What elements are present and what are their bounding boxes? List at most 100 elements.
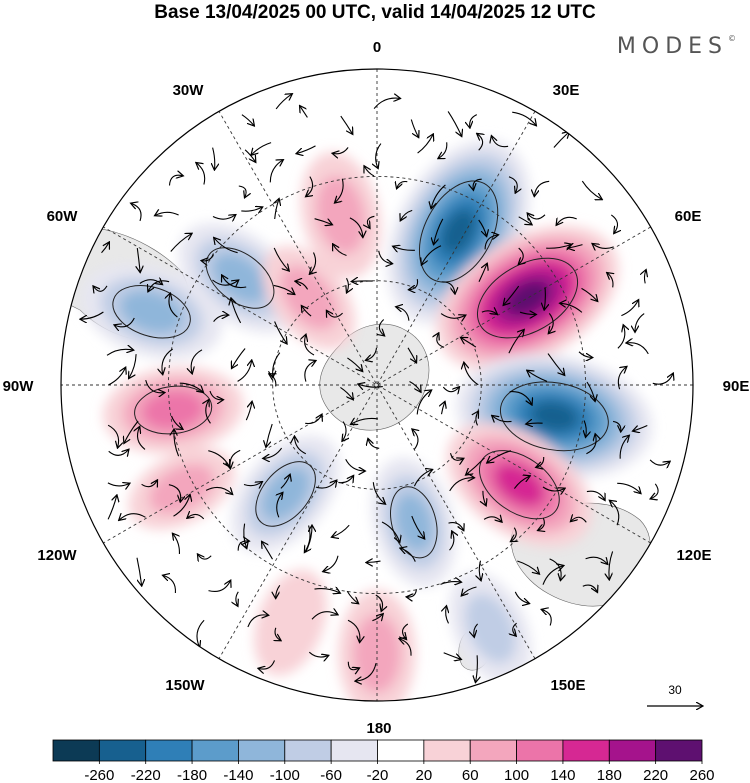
wind-arrow [512,111,536,125]
wind-arrow [416,391,431,415]
wind-arrow [359,384,383,387]
colorbar-tick-label: -20 [367,767,389,783]
colorbar-swatch [98,739,147,762]
wind-arrow [627,343,649,355]
wind-arrow [208,581,231,593]
colorbar-tick-label: -100 [270,767,300,783]
wind-arrow [492,416,512,422]
wind-arrow [314,218,332,225]
wind-arrow [449,478,474,492]
colorbar-tick-label: -180 [177,767,207,783]
wind-arrow [517,560,539,574]
colorbar-swatch [608,739,657,762]
wind-arrow [324,555,339,572]
wind-arrow [413,470,431,487]
negative-anomaly-shade [441,209,476,254]
wind-arrow [300,106,308,118]
wind-arrow [462,586,477,595]
wind-arrow [352,281,373,282]
wind-arrow [277,493,283,518]
wind-arrow [411,515,424,538]
copyright-mark: © [728,34,736,43]
label-90w: 90W [3,378,35,395]
colorbar-swatch [469,739,517,762]
wind-arrow [108,368,126,386]
reference-vector-label: 30 [668,683,682,697]
map-title: Base 13/04/2025 00 UTC, valid 14/04/2025… [154,2,596,23]
wind-arrow [440,582,461,585]
reference-vector: 30 [647,683,702,706]
label-60w: 60W [47,208,79,225]
positive-anomaly-shade [149,463,215,514]
wind-arrow [409,279,419,290]
wind-arrow [367,215,375,227]
wind-arrow [478,264,487,282]
colorbar-tick-label: 180 [597,767,622,783]
wind-arrow [610,214,617,233]
wind-arrow [581,180,601,199]
wind-arrow [542,486,564,491]
wind-arrow [394,247,415,251]
colorbar-swatch [330,739,378,762]
wind-arrow [155,212,179,215]
wind-arrow [333,147,349,153]
wind-arrow [557,216,577,224]
wind-arrow [437,334,445,348]
wind-arrow [245,402,252,421]
wind-arrow [119,514,146,520]
wind-arrow [508,330,524,354]
colorbar-swatch [655,739,703,762]
colorbar-swatch [516,739,564,762]
wind-arrow [232,348,246,368]
wind-arrow [607,273,613,288]
wind-arrow [372,482,385,503]
wind-arrow [586,381,595,401]
wind-arrow [252,142,272,155]
wind-arrow [413,430,418,450]
wind-arrow [513,476,529,489]
wind-arrow [345,459,365,471]
wind-arrow [205,487,232,493]
wind-arrow [347,277,349,292]
wind-arrow [518,216,532,225]
wind-arrow [209,390,223,400]
wind-arrow [586,435,596,455]
wind-arrow [280,475,290,489]
wind-arrow [617,326,625,349]
anomaly-contour-line [112,285,191,339]
wind-arrow [132,204,142,222]
colorbar-tick-label: 140 [550,767,575,783]
wind-arrow [488,450,511,463]
colorbar-swatch [562,739,610,762]
wind-arrow [340,386,352,399]
wind-arrow [619,436,629,459]
wind-arrow [139,280,162,284]
wind-arrow [305,526,312,553]
wind-arrow [145,379,164,393]
wind-arrow [274,321,287,344]
wind-arrow [571,517,587,523]
wind-arrow [514,591,528,603]
wind-arrow [633,424,648,431]
wind-arrow [347,619,360,642]
wind-arrow [537,456,545,467]
wind-arrow [197,619,205,647]
wind-arrow [442,387,459,392]
wind-arrow [297,145,316,154]
wind-arrow [270,374,276,387]
wind-arrow [347,357,362,371]
wind-arrow [476,412,478,426]
wind-arrow [314,589,340,593]
wind-arrow [275,199,279,220]
anomaly-contour-line [499,381,609,452]
wind-arrow [538,518,544,530]
wind-arrow [230,449,241,468]
colorbar-swatch [377,739,425,762]
wind-arrow [241,114,254,126]
wind-arrow [367,561,381,562]
wind-arrow [107,483,129,486]
wind-arrow [519,312,535,314]
label-150w: 150W [165,677,205,694]
wind-arrow [332,524,350,537]
